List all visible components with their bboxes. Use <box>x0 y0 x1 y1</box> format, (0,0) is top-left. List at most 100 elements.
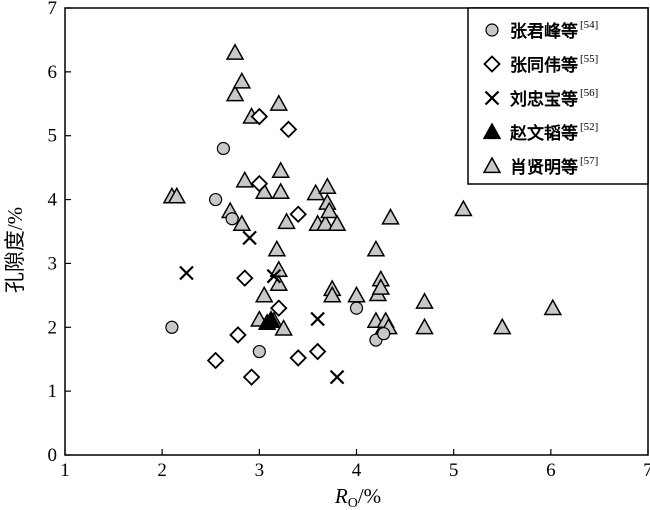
triangle-data-point <box>415 317 434 335</box>
y-tick-label: 4 <box>48 190 58 211</box>
legend-entry-ref: [54] <box>580 19 598 31</box>
y-tick-label: 6 <box>48 62 58 83</box>
triangle-data-point <box>454 199 473 217</box>
circle-data-point <box>252 344 266 359</box>
triangle-data-point <box>327 214 347 231</box>
x-tick-label: 6 <box>546 460 556 481</box>
triangle-data-point <box>269 274 289 292</box>
circle-data-point <box>377 327 391 341</box>
triangle-data-point <box>371 278 391 295</box>
triangle-data-point <box>254 285 274 303</box>
legend-entry-ref: [56] <box>580 87 598 99</box>
legend-entry-ref: [55] <box>580 53 598 65</box>
circle-data-point <box>209 192 223 207</box>
series-x <box>179 230 345 385</box>
triangle-data-point <box>320 201 339 219</box>
x-marker-stroke <box>266 268 282 284</box>
triangle-data-point <box>167 186 187 204</box>
x-data-point <box>329 369 345 385</box>
x-tick-label: 3 <box>255 460 265 481</box>
diamond-data-point <box>289 349 307 367</box>
legend-marker-triangle-filled <box>482 122 502 140</box>
diamond-data-point <box>308 342 327 361</box>
y-tick-label: 5 <box>48 126 58 147</box>
legend-entry-label: 张同伟等 <box>510 55 578 76</box>
series-diamond <box>206 107 327 386</box>
legend-entry-label: 张君峰等 <box>510 21 578 42</box>
triangle-data-point <box>269 94 289 111</box>
y-tick-label: 3 <box>48 253 58 274</box>
data-points <box>162 43 563 386</box>
x-data-point <box>266 268 282 284</box>
legend-entry-label: 赵文韬等 <box>509 123 578 144</box>
legend-marker-diamond <box>483 55 501 73</box>
diamond-data-point <box>206 351 225 370</box>
triangle-data-point <box>318 177 337 194</box>
diamond-data-point <box>235 269 254 287</box>
legend-marker-triangle <box>482 156 502 174</box>
x-tick-label: 5 <box>449 460 459 481</box>
triangle-data-point <box>277 212 296 230</box>
x-tick-label: 1 <box>60 460 70 481</box>
diamond-data-point <box>229 326 247 344</box>
diamond-data-point <box>242 368 261 386</box>
triangle-data-point <box>316 214 335 231</box>
y-tick-label: 7 <box>48 0 58 19</box>
y-axis-label: 孔隙度/% <box>3 207 27 293</box>
triangle-data-point <box>235 170 255 188</box>
y-tick-label: 1 <box>48 381 58 402</box>
triangle-data-point <box>271 182 290 200</box>
legend-entry-ref: [57] <box>580 155 598 167</box>
triangle-data-point <box>492 317 512 335</box>
circle-data-point <box>216 141 230 156</box>
triangle-data-point <box>274 319 293 336</box>
diamond-data-point <box>250 107 269 126</box>
legend-box <box>467 7 649 185</box>
legend-entry-label: 刘忠宝等 <box>510 89 578 110</box>
x-data-point <box>242 230 257 246</box>
triangle-data-point <box>232 71 252 89</box>
series-triangle-filled <box>257 310 281 330</box>
x-tick-label: 2 <box>157 460 167 481</box>
diamond-data-point <box>269 299 288 317</box>
y-tick-label: 2 <box>48 317 58 338</box>
x-tick-label: 4 <box>352 460 362 481</box>
legend-entry-ref: [52] <box>580 121 598 133</box>
legend: 张君峰等 [54] 张同伟等 [55] 刘忠宝等 [56] 赵文韬等 [52] 肖贤明等 [57] <box>467 7 649 185</box>
diamond-data-point <box>289 205 307 224</box>
x-marker-stroke <box>242 230 257 246</box>
triangle-data-point <box>543 298 563 316</box>
triangle-data-point <box>366 239 386 257</box>
triangle-data-point <box>232 214 252 231</box>
series-triangle <box>162 43 563 336</box>
triangle-filled-data-point <box>261 310 281 327</box>
triangle-data-point <box>225 84 245 102</box>
diamond-data-point <box>279 120 298 139</box>
diamond-data-point <box>250 174 269 193</box>
x-data-point <box>310 311 325 327</box>
legend-marker-x <box>484 90 500 106</box>
legend-marker-circle <box>485 23 499 37</box>
triangle-data-point <box>225 43 245 60</box>
x-marker-stroke <box>310 311 325 327</box>
x-marker-stroke <box>484 90 500 106</box>
triangle-data-point <box>271 161 290 178</box>
triangle-data-point <box>381 207 400 225</box>
x-data-point <box>179 265 194 281</box>
circle-data-point <box>225 212 239 226</box>
triangle-data-point <box>415 292 434 309</box>
x-marker-stroke <box>329 369 345 385</box>
triangle-data-point <box>267 239 287 257</box>
circle-data-point <box>349 301 364 315</box>
x-tick-label: 7 <box>643 460 650 481</box>
legend-entry-label: 肖贤明等 <box>510 157 578 178</box>
circle-data-point <box>165 320 179 334</box>
y-tick-label: 0 <box>48 445 58 466</box>
x-marker-stroke <box>179 265 194 281</box>
series-circle <box>165 141 391 359</box>
triangle-data-point <box>322 285 342 303</box>
x-axis-label: RO/% <box>334 484 381 510</box>
triangle-data-point <box>347 285 366 303</box>
